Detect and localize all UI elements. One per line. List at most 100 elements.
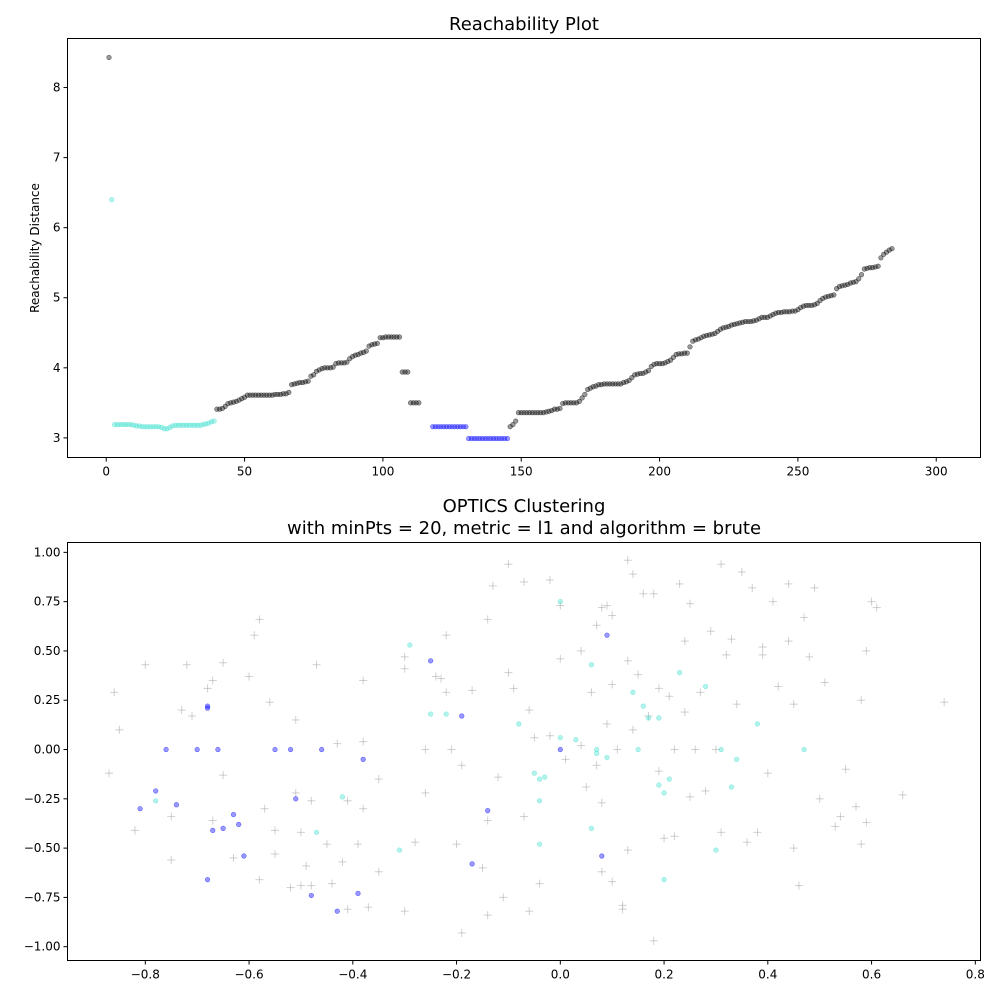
noise-point [769,597,777,606]
noise-point [330,364,336,370]
cluster_0-point [172,422,178,428]
cluster_0-point [192,422,198,428]
noise-point [442,631,451,640]
cluster_1-point [499,435,505,442]
noise-point [764,314,771,320]
y-tick-label: 5 [53,291,61,305]
noise-point [784,309,790,315]
noise-point [856,276,862,282]
noise-point [781,309,787,315]
noise-point [297,379,303,386]
cluster_1-point [163,746,169,753]
noise-point [794,881,803,890]
x-tick-label: −0.4 [338,968,367,982]
noise-point [660,834,669,843]
noise-point [483,911,492,920]
noise-point [556,654,565,663]
optics-x-ticks: −0.8 −0.6 −0.4 −0.2 0.0 0.2 0.4 0.6 0.8 [131,960,985,982]
noise-point [878,255,884,261]
noise-point [400,652,409,661]
noise-point [229,853,238,862]
noise-point [789,844,798,853]
noise-point [360,349,367,355]
noise-point [684,350,690,356]
noise-point [867,597,876,606]
optics-subtitle: with minPts = 20, metric = l1 and algori… [287,518,761,539]
noise-point [499,893,508,902]
noise-point [245,672,254,681]
noise-point [545,731,554,740]
noise-point [271,826,279,835]
noise-point [585,386,591,393]
cluster_1-point [438,424,444,430]
noise-point [717,326,724,332]
noise-point [789,308,795,314]
cluster_1-point [355,890,361,897]
cluster_0-point [211,418,217,424]
cluster_0-point [661,877,667,883]
cluster_0-point [516,721,522,727]
noise-point [748,583,757,592]
cluster_0-point [630,689,636,695]
noise-point [504,560,513,569]
noise-point [286,883,295,892]
cluster_1-point [496,435,502,442]
noise-point [488,581,497,590]
noise-point [359,676,368,685]
noise-point [413,400,419,406]
noise-point [396,334,403,340]
noise-point [726,323,732,330]
noise-point [421,745,430,754]
cluster_1-point [215,746,221,753]
cluster_1-point [477,435,483,442]
noise-point [494,773,503,782]
noise-point [649,589,658,598]
cluster_1-point [308,892,314,899]
noise-point [305,378,311,384]
noise-point [582,391,588,398]
noise-point [645,368,652,374]
noise-point [940,698,949,707]
noise-point [753,317,760,323]
cluster_0-point [186,422,192,428]
noise-point [609,381,616,387]
cluster_1-point [137,806,143,812]
noise-point [577,646,586,655]
noise-point [867,265,873,271]
x-tick-label: 100 [371,465,394,479]
noise-point [355,351,361,358]
noise-point [504,668,513,677]
cluster_0-point [109,197,115,203]
noise-point [742,318,748,325]
cluster_1-point [241,853,247,859]
noise-point [377,335,383,341]
noise-point [565,400,571,406]
cluster_0-point [125,421,131,428]
noise-point [690,338,696,344]
noise-point [247,392,253,398]
noise-point [763,769,772,778]
noise-point [478,863,487,872]
noise-point [706,627,715,636]
noise-point [623,846,632,855]
noise-point [743,838,752,847]
noise-point [696,688,705,697]
cluster_1-point [360,756,366,762]
cluster_1-point [479,435,486,442]
cluster_1-point [604,632,610,638]
noise-point [770,311,776,318]
noise-point [745,318,751,325]
noise-point [308,373,314,379]
noise-point [525,706,534,715]
cluster_0-point [594,746,600,753]
x-tick-label: −0.6 [234,968,263,982]
noise-point [875,263,881,269]
optics-title: OPTICS Clustering [443,496,606,517]
noise-point [722,650,731,659]
noise-point [105,769,113,778]
noise-point [336,360,342,366]
cluster_0-point [573,737,579,743]
cluster_0-point [604,754,610,761]
cluster_0-point [557,735,563,741]
noise-point [587,688,596,697]
